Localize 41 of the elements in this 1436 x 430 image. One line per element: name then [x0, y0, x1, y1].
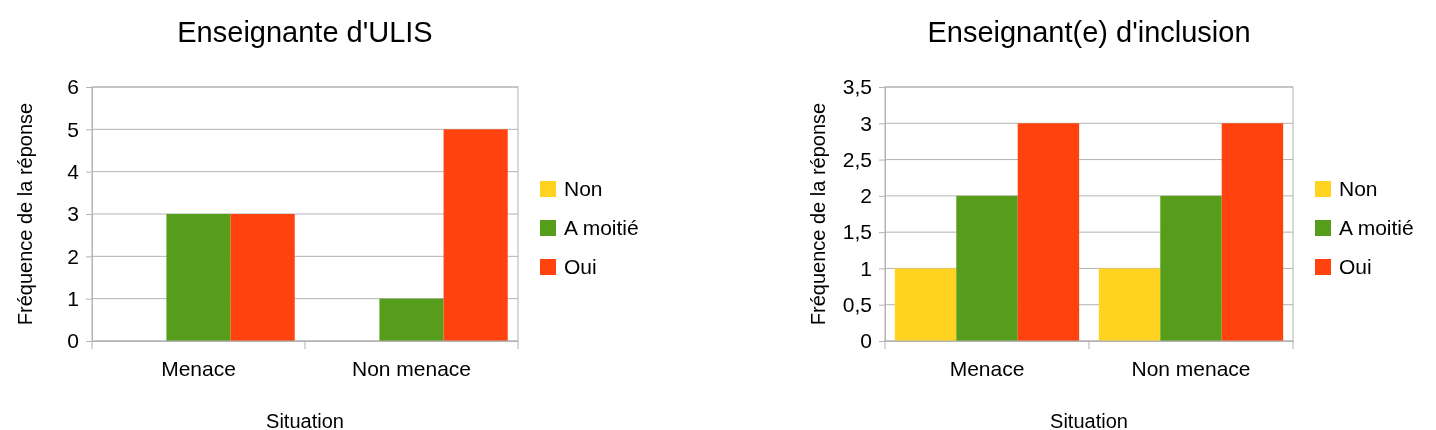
y-tick-label: 1 [67, 286, 79, 310]
y-tick-label: 0,5 [842, 292, 872, 316]
y-tick-label: 3 [860, 111, 872, 135]
y-axis-title: Fréquence de la réponse [807, 102, 829, 326]
x-axis-title: Situation [1050, 410, 1128, 430]
legend-label: A moitié [564, 216, 639, 239]
y-tick-label: 3,5 [842, 75, 872, 99]
y-tick-label: 2,5 [842, 147, 872, 171]
y-tick-label: 1 [860, 256, 872, 280]
y-tick-label: 2 [67, 244, 79, 268]
legend-label: Oui [1339, 255, 1372, 278]
y-axis-title: Fréquence de la réponse [14, 102, 36, 326]
legend-label: Oui [564, 255, 597, 278]
bar [166, 214, 231, 341]
y-tick-label: 0 [67, 329, 79, 353]
bar [894, 268, 957, 341]
x-tick-label: Non menace [1131, 356, 1251, 380]
bar [1160, 195, 1222, 341]
legend-label: Non [564, 177, 603, 200]
x-tick-label: Non menace [351, 356, 472, 380]
bar [230, 214, 295, 341]
legend-label: A moitié [1339, 216, 1414, 239]
y-tick-label: 6 [67, 75, 79, 99]
bar [1221, 123, 1284, 341]
y-tick-label: 1,5 [842, 220, 872, 244]
bar [1017, 123, 1080, 341]
chart-title: Enseignante d'ULIS [177, 16, 433, 48]
chart-title: Enseignant(e) d'inclusion [927, 16, 1251, 48]
bar [1098, 268, 1161, 341]
x-tick-label: Menace [161, 356, 236, 380]
y-tick-label: 2 [860, 184, 872, 208]
x-tick-label: Menace [949, 356, 1025, 380]
y-tick-label: 4 [67, 159, 80, 183]
bar [956, 195, 1018, 341]
y-tick-label: 0 [860, 329, 872, 353]
bar [379, 298, 444, 341]
y-tick-label: 3 [67, 202, 79, 226]
bar [443, 129, 508, 341]
x-axis-title: Situation [266, 410, 344, 430]
legend-label: Non [1339, 177, 1378, 200]
y-tick-label: 5 [67, 117, 79, 141]
